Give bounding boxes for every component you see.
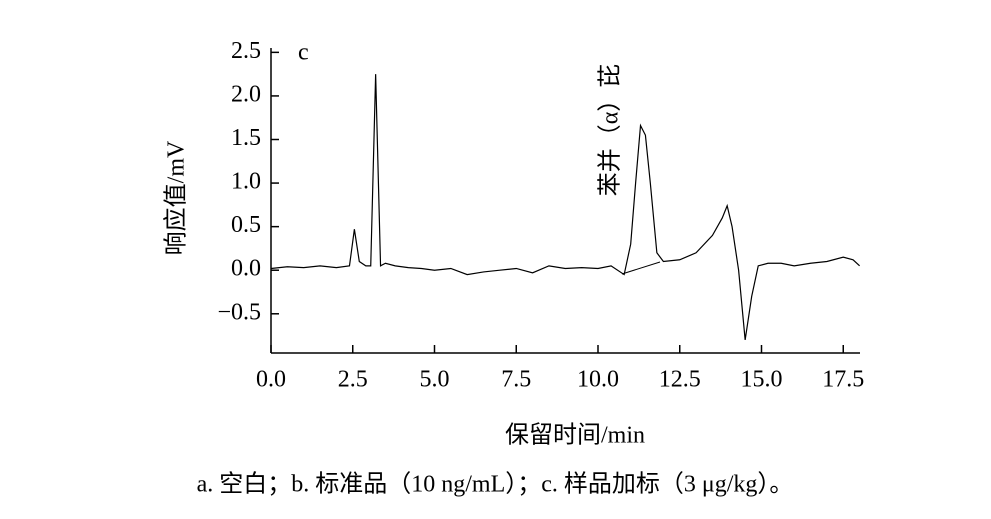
line	[270, 74, 861, 341]
baseline-tangent	[621, 261, 661, 275]
peak-annotation: 苯并（α）芘	[597, 64, 624, 197]
y-tick-label: 0.0	[231, 256, 261, 282]
x-tick-label: 10.0	[577, 367, 619, 393]
y-tick-label: 0.5	[231, 212, 261, 238]
x-tick-label: 2.5	[338, 367, 368, 393]
y-tick-label: 2.0	[231, 81, 261, 107]
x-tick-label: 17.5	[822, 367, 864, 393]
x-axis-label: 保留时间/min	[505, 422, 645, 449]
y-axis-label: 响应值/mV	[163, 140, 190, 255]
x-tick-label: 5.0	[420, 367, 450, 393]
x-tick-label: 12.5	[659, 367, 701, 393]
panel-label: c	[298, 40, 309, 66]
y-tick-label: 1.5	[231, 125, 261, 151]
y-tick-label: 2.5	[231, 38, 261, 64]
x-tick-label: 7.5	[501, 367, 531, 393]
y-tick-label: 1.0	[231, 169, 261, 195]
y-tick-label: −0.5	[217, 299, 261, 325]
x-tick-label: 15.0	[741, 367, 783, 393]
x-tick-label: 0.0	[256, 367, 286, 393]
caption: a. 空白；b. 标准品（10 ng/mL）；c. 样品加标（3 μg/kg）。	[197, 471, 794, 498]
